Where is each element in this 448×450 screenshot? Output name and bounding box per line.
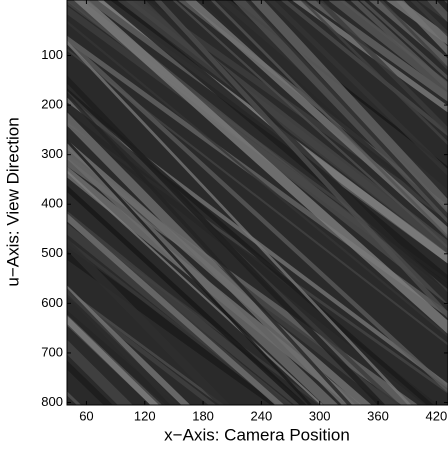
- image-stripe: [359, 0, 448, 81]
- y-tick-label: 300: [41, 146, 63, 161]
- y-tick-label: 400: [41, 196, 63, 211]
- image-stripe: [327, 0, 448, 95]
- x-tick-label: 240: [251, 408, 273, 423]
- image-stripe: [67, 288, 225, 405]
- y-tick-label: 500: [41, 245, 63, 260]
- x-tick-label: 360: [367, 408, 389, 423]
- image-stripe: [67, 35, 448, 318]
- y-tick-label: 800: [41, 394, 63, 409]
- image-stripe: [67, 185, 307, 405]
- image-stripe: [349, 0, 448, 91]
- image-stripe: [378, 0, 448, 71]
- y-tick-label: 100: [41, 47, 63, 62]
- image-stripe: [67, 290, 217, 405]
- axes-box: [66, 0, 448, 406]
- image-stripe: [266, 0, 448, 177]
- image-stripe: [67, 315, 160, 405]
- y-tick-label: 700: [41, 344, 63, 359]
- image-stripe: [67, 238, 284, 405]
- image-stripe: [67, 285, 191, 405]
- y-tick-label: 600: [41, 295, 63, 310]
- y-tick-label: 200: [41, 97, 63, 112]
- image-stripe: [67, 138, 313, 405]
- image-stripe: [305, 0, 448, 102]
- image-stripe: [244, 0, 448, 220]
- image-stripe: [172, 0, 448, 250]
- image-stripe: [67, 288, 179, 405]
- image-stripe: [67, 246, 289, 405]
- x-axis-label: x−Axis: Camera Position: [164, 425, 350, 444]
- image-stripe: [250, 0, 448, 214]
- x-tick-label: 120: [134, 408, 156, 423]
- image: [0, 0, 448, 415]
- y-axis-label: u−Axis: View Direction: [3, 117, 22, 286]
- image-stripe: [67, 210, 308, 405]
- x-tick-label: 180: [192, 408, 214, 423]
- image-stripe: [67, 97, 448, 389]
- image-stripe: [210, 0, 448, 240]
- x-tick-label: 60: [79, 408, 93, 423]
- image-stripe: [67, 111, 356, 405]
- image-stripe: [67, 310, 177, 405]
- image-stripe: [67, 213, 285, 405]
- image-stripe: [300, 0, 448, 146]
- image-stripe: [67, 75, 386, 405]
- x-tick-label: 420: [425, 408, 447, 423]
- image-stripe: [0, 0, 444, 415]
- image-stripe: [154, 0, 448, 319]
- x-tick-label: 300: [309, 408, 331, 423]
- image-stripe: [67, 40, 412, 405]
- image-stripe: [67, 237, 231, 405]
- image-stripe: [67, 20, 448, 338]
- image-stripe: [67, 166, 362, 405]
- image-stripe: [0, 0, 359, 415]
- image-stripe: [368, 0, 448, 68]
- image-stripe: [67, 37, 448, 393]
- image-stripe: [280, 0, 448, 137]
- image-stripe: [315, 0, 448, 135]
- image-stripe: [73, 0, 448, 335]
- image-stripe: [67, 88, 434, 405]
- image-stripe: [67, 145, 339, 405]
